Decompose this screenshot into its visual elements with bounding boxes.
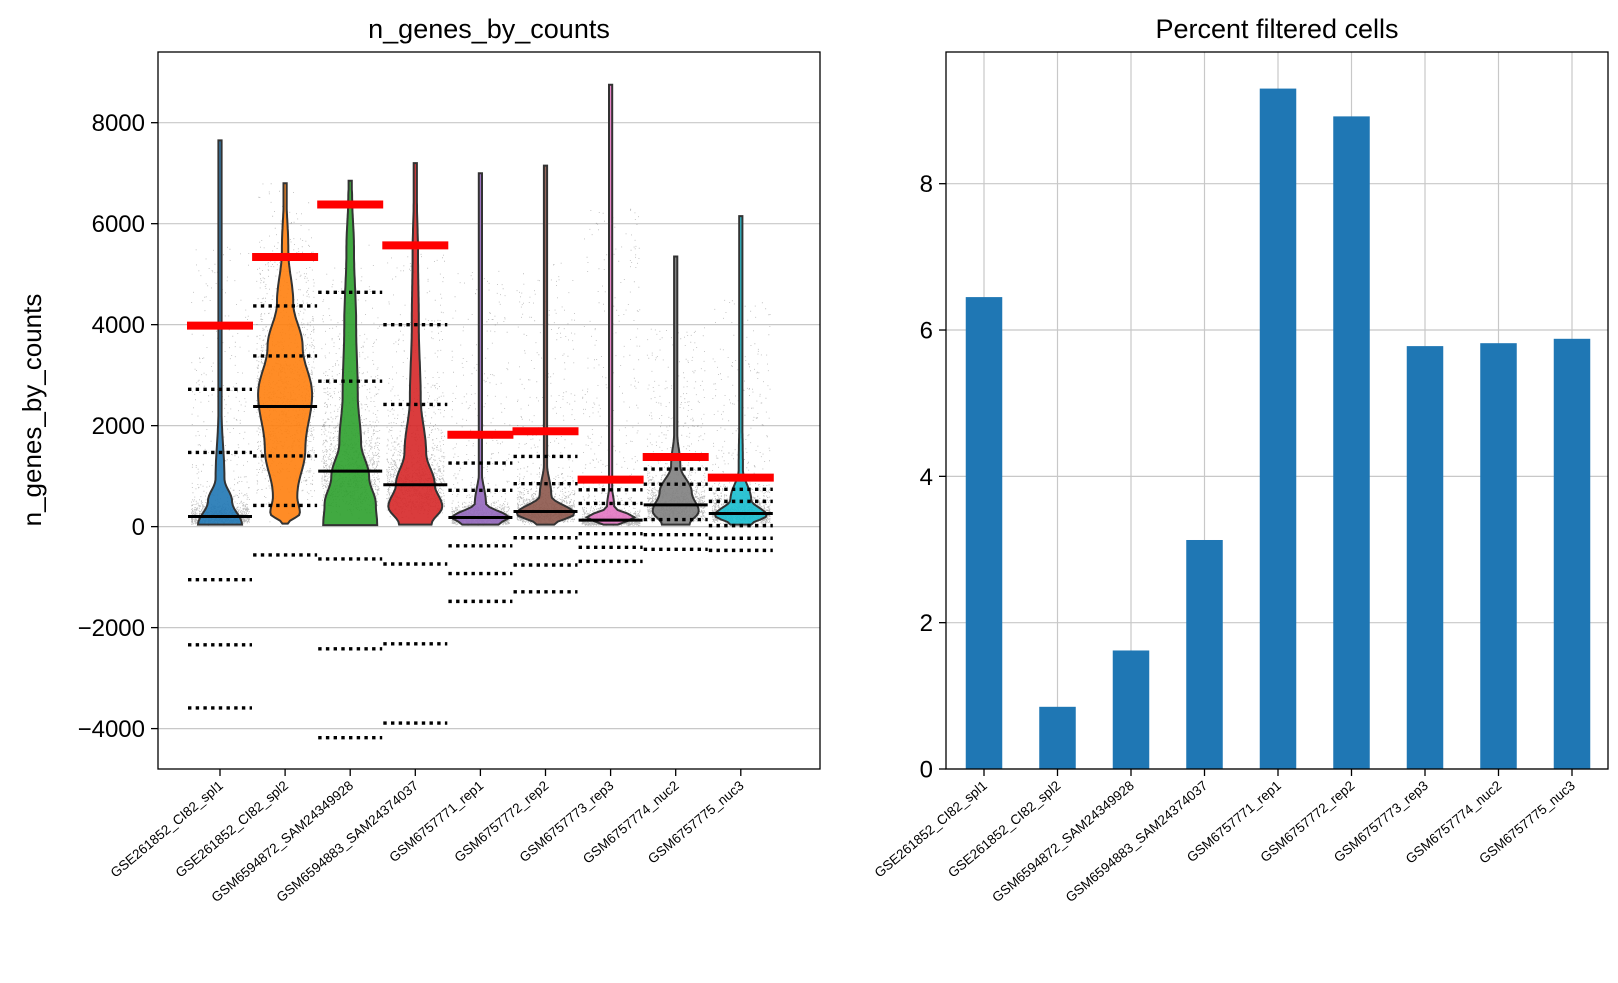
violin-lines-2 [317,200,384,740]
violin-x-tick-label: GSM6594883_SAM24374037 [274,778,422,905]
violin-shape-7 [651,255,700,526]
bar-y-tick-label: 8 [920,171,933,198]
bar-6 [1406,346,1444,769]
bar-1 [1039,706,1076,769]
violin-points-5 [516,262,576,525]
violin-gridlines [158,122,820,730]
bar-0 [965,297,1003,769]
violin-y-tick-label: 8000 [92,110,145,137]
violin-y-axis-label: n_genes_by_counts [17,294,47,527]
bar-y-tick-label: 0 [920,757,933,784]
bar-2 [1112,650,1150,769]
violin-shape-4 [452,172,509,526]
violin-jitter-points [386,253,446,519]
violin-y-tick-label: 0 [132,514,145,541]
violin-jitter-points [516,262,576,525]
violin-shape-1 [257,182,314,525]
violin-x-axis: GSE261852_CI82_spl1GSE261852_CI82_spl2GS… [108,769,747,905]
violin-points-3 [386,253,446,519]
violin-jitter-points [646,327,706,525]
bar-x-tick-label: GSM6594883_SAM24374037 [1063,778,1211,905]
violin-lines-5 [512,427,579,594]
violin-lines-7 [642,452,709,552]
bar-8 [1553,338,1591,769]
violin-lines-0 [187,321,253,710]
bar-x-axis: GSE261852_CI82_spl1GSE261852_CI82_spl2GS… [872,769,1578,905]
bar-4 [1259,88,1297,769]
violin-x-tick-label: GSE261852_CI82_spl1 [108,778,226,881]
bar-panel: Percent filtered cells 0 2 4 6 8 GSE261852_C… [872,14,1609,905]
violin-shapes [196,83,768,527]
bar-chart-title: Percent filtered cells [1155,14,1398,44]
violin-y-tick-label: 2000 [92,413,145,440]
violin-jitter-points [191,246,250,526]
violin-shape-0 [196,139,244,526]
violin-scatter-points [191,183,771,528]
violin-panel: n_genes_by_counts n_genes_by_counts −400… [17,14,821,905]
violin-x-tick-label: GSE261852_CI82_spl2 [173,778,291,881]
bar-5 [1333,116,1370,769]
violin-shape-8 [713,215,768,526]
violin-lines-4 [447,430,514,604]
violin-chart-title: n_genes_by_counts [368,14,610,44]
violin-y-axis: −4000 −2000 0 2000 4000 6000 8000 [78,110,158,743]
violin-lines-8 [707,473,774,553]
bar-y-axis: 0 2 4 6 8 [920,171,946,784]
violin-y-tick-label: 4000 [92,312,145,339]
violin-axes-frame [157,51,821,770]
violin-lines-1 [252,253,319,557]
violin-points-0 [191,246,250,526]
violin-points-7 [646,327,706,525]
bar-y-tick-label: 4 [920,464,933,491]
violin-threshold-lines [187,200,774,740]
violin-y-tick-label: −4000 [78,716,145,743]
violin-shape-6 [584,83,637,526]
bar-7 [1480,343,1517,769]
violin-shape-5 [515,164,576,526]
violin-shape-2 [322,179,379,527]
bar-3 [1186,539,1223,769]
violin-y-tick-label: 6000 [92,211,145,238]
violin-lines-6 [577,475,644,564]
bar-series [965,88,1591,769]
bar-x-tick-label: GSM6594872_SAM24349928 [989,778,1137,905]
violin-y-tick-label: −2000 [78,615,145,642]
bar-y-tick-label: 2 [920,610,933,637]
bar-y-tick-label: 6 [920,318,933,345]
violin-plot-area [187,83,774,740]
bar-axes-frame [945,51,1609,770]
violin-lines-3 [382,241,449,725]
